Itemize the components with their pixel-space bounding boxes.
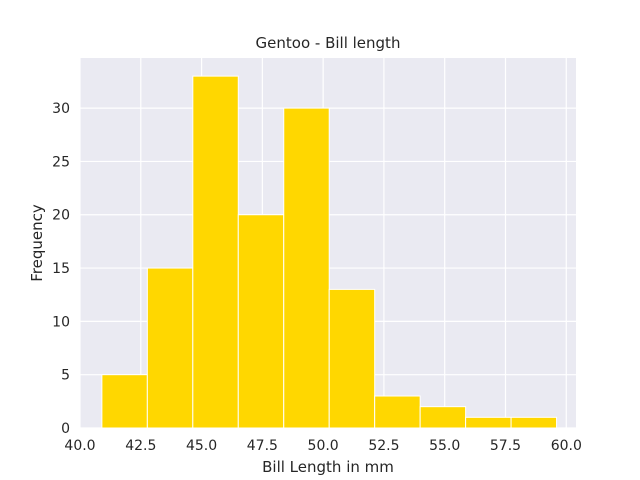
y-tick-label: 5 — [61, 368, 70, 384]
x-tick-label: 50.0 — [308, 438, 339, 454]
bars — [101, 75, 558, 429]
x-tick-label: 60.0 — [551, 438, 582, 454]
x-axis-ticks: 40.0 42.5 45.0 47.5 50.0 52.5 55.0 57.5 60.0 — [64, 438, 581, 454]
y-tick-label: 0 — [61, 421, 70, 437]
histogram-bar — [465, 416, 512, 429]
x-tick-label: 52.5 — [368, 438, 399, 454]
y-axis-ticks: 0 5 10 15 20 25 30 — [52, 101, 70, 437]
histogram-bar — [146, 267, 194, 429]
histogram-bar — [283, 107, 330, 429]
histogram-bar — [510, 416, 558, 429]
x-tick-label: 47.5 — [247, 438, 278, 454]
histogram-bar — [419, 406, 467, 429]
histogram-bar — [192, 75, 239, 429]
y-tick-label: 20 — [52, 208, 70, 224]
x-tick-label: 42.5 — [125, 438, 156, 454]
chart-title: Gentoo - Bill length — [256, 34, 401, 52]
x-tick-label: 57.5 — [490, 438, 521, 454]
x-tick-label: 40.0 — [64, 438, 95, 454]
x-tick-label: 45.0 — [186, 438, 217, 454]
histogram-bar — [328, 288, 376, 429]
y-tick-label: 10 — [52, 314, 70, 330]
histogram-bar — [374, 395, 421, 429]
histogram-bar — [101, 374, 148, 429]
y-tick-label: 15 — [52, 261, 70, 277]
y-axis-label: Frequency — [28, 204, 46, 282]
y-tick-label: 25 — [52, 154, 70, 170]
histogram-bar — [237, 214, 285, 429]
y-tick-label: 30 — [52, 101, 70, 117]
x-axis-label: Bill Length in mm — [262, 458, 394, 476]
x-tick-label: 55.0 — [429, 438, 460, 454]
